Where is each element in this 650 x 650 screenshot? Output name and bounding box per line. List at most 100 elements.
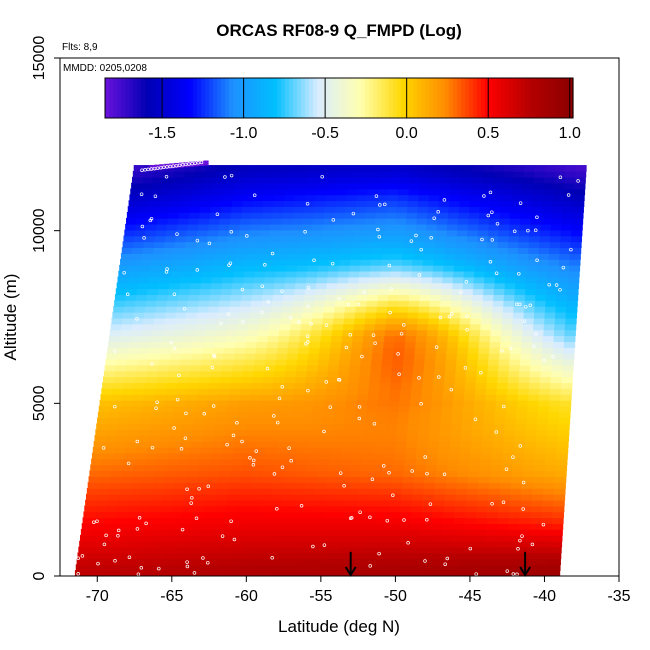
- heatmap-cell: [133, 235, 146, 243]
- heatmap-cell: [271, 300, 284, 307]
- heatmap-cell: [492, 435, 505, 442]
- heatmap-cell: [297, 546, 310, 554]
- heatmap-cell: [270, 493, 283, 501]
- heatmap-cell: [444, 493, 457, 501]
- heatmap-cell: [310, 235, 322, 243]
- heatmap-cell: [350, 564, 363, 571]
- heatmap-cell: [249, 311, 261, 319]
- heatmap-cell: [403, 464, 416, 472]
- heatmap-cell: [487, 505, 500, 513]
- heatmap-cell: [396, 546, 409, 554]
- heatmap-cell: [362, 552, 375, 560]
- heatmap-cell: [478, 476, 491, 483]
- heatmap-cell: [380, 264, 392, 272]
- heatmap-cell: [163, 482, 176, 489]
- heatmap-cell: [444, 499, 456, 507]
- heatmap-cell: [332, 323, 344, 331]
- heatmap-cell: [141, 487, 153, 495]
- heatmap-cell: [329, 558, 342, 566]
- heatmap-cell: [360, 358, 373, 366]
- heatmap-cell: [308, 258, 320, 266]
- heatmap-cell: [150, 417, 163, 425]
- heatmap-cell: [158, 282, 170, 290]
- heatmap-cell: [553, 182, 565, 190]
- heatmap-cell: [81, 523, 94, 530]
- heatmap-cell: [409, 523, 422, 530]
- heatmap-cell: [461, 429, 473, 436]
- heatmap-cell: [196, 564, 209, 571]
- heatmap-cell: [292, 493, 305, 501]
- heatmap-cell: [153, 394, 166, 401]
- heatmap-cell: [429, 188, 441, 196]
- heatmap-cell: [125, 294, 137, 301]
- heatmap-cell: [339, 352, 352, 360]
- heatmap-cell: [408, 411, 421, 419]
- heatmap-cell: [277, 529, 290, 536]
- heatmap-cell: [386, 417, 399, 425]
- heatmap-cell: [242, 200, 254, 207]
- heatmap-cell: [281, 499, 293, 507]
- heatmap-cell: [495, 546, 507, 554]
- heatmap-cell: [253, 276, 265, 284]
- colorbar-segment: [253, 78, 258, 118]
- heatmap-cell: [152, 482, 165, 489]
- heatmap-cell: [336, 493, 348, 501]
- heatmap-cell: [562, 358, 574, 366]
- heatmap-cell: [258, 417, 270, 425]
- heatmap-cell: [430, 411, 442, 419]
- heatmap-cell: [439, 188, 451, 196]
- heatmap-cell: [415, 223, 428, 231]
- heatmap-cell: [152, 323, 165, 331]
- heatmap-cell: [193, 258, 205, 266]
- heatmap-cell: [96, 423, 108, 431]
- heatmap-cell: [357, 188, 369, 196]
- x-axis: -70 -65 -60 -55 -50 -45 -40 -35: [86, 576, 631, 605]
- heatmap-cell: [530, 505, 543, 513]
- heatmap-cell: [477, 493, 490, 501]
- heatmap-cell: [91, 452, 104, 460]
- heatmap-cell: [424, 241, 436, 249]
- heatmap-cell: [399, 176, 411, 184]
- heatmap-cell: [217, 235, 229, 243]
- sample-point: [142, 236, 146, 240]
- heatmap-cell: [382, 352, 394, 360]
- heatmap-cell: [559, 247, 571, 254]
- heatmap-cell: [354, 529, 367, 536]
- colorbar-segment: [125, 78, 130, 118]
- heatmap-cell: [492, 305, 504, 313]
- heatmap-cell: [570, 241, 582, 249]
- heatmap-cell: [504, 417, 517, 425]
- heatmap-cell: [210, 206, 222, 213]
- heatmap-cell: [438, 323, 450, 331]
- heatmap-cell: [278, 523, 291, 530]
- sample-point: [251, 463, 256, 467]
- heatmap-cell: [190, 358, 203, 366]
- heatmap-cell: [167, 217, 179, 225]
- heatmap-cell: [449, 317, 461, 325]
- heatmap-cell: [458, 329, 471, 337]
- sample-point: [322, 543, 327, 547]
- heatmap-cell: [398, 529, 410, 536]
- heatmap-cell: [189, 206, 201, 213]
- heatmap-cell: [570, 235, 583, 243]
- heatmap-cell: [182, 423, 194, 431]
- heatmap-cell: [229, 217, 241, 225]
- heatmap-cell: [134, 305, 146, 313]
- heatmap-cell: [177, 376, 190, 384]
- heatmap-cell: [431, 394, 444, 401]
- heatmap-cell: [382, 247, 394, 254]
- heatmap-cell: [277, 341, 290, 348]
- sample-point: [425, 518, 429, 522]
- heatmap-cell: [359, 370, 371, 378]
- heatmap-cell: [368, 182, 380, 190]
- heatmap-cell: [222, 358, 234, 366]
- heatmap-cell: [136, 440, 149, 448]
- heatmap-cell: [232, 282, 244, 290]
- sample-point: [116, 528, 121, 533]
- heatmap-cell: [166, 540, 179, 548]
- heatmap-cell: [373, 235, 385, 243]
- heatmap-cell: [243, 446, 256, 454]
- heatmap-cell: [121, 476, 133, 483]
- heatmap-cell: [374, 223, 386, 231]
- heatmap-cell: [511, 194, 523, 202]
